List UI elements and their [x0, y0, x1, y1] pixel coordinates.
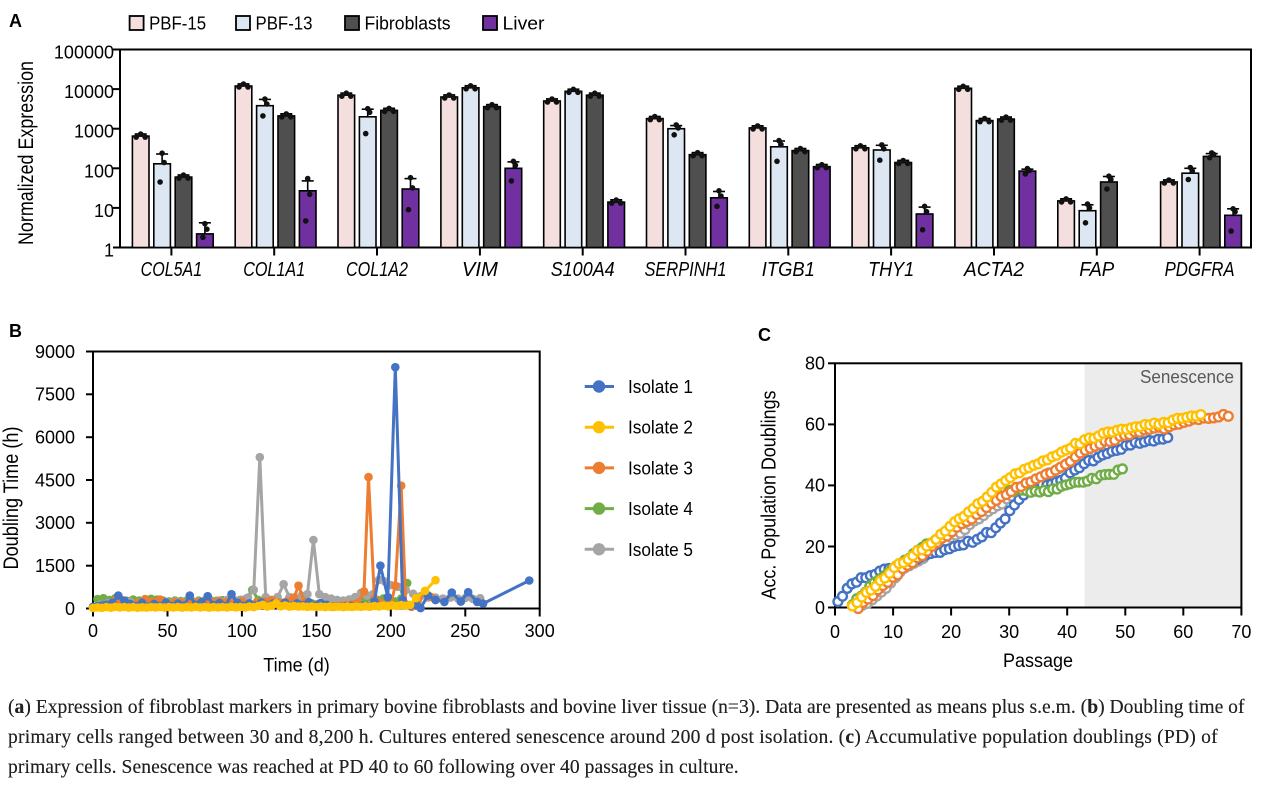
svg-text:200: 200 — [376, 621, 406, 641]
svg-text:60: 60 — [805, 415, 825, 435]
svg-text:ACTA2: ACTA2 — [963, 259, 1024, 281]
svg-text:0: 0 — [65, 599, 75, 619]
svg-text:COL5A1: COL5A1 — [141, 259, 203, 281]
svg-text:250: 250 — [450, 621, 480, 641]
svg-text:3000: 3000 — [35, 513, 75, 533]
svg-text:50: 50 — [157, 621, 177, 641]
svg-text:9000: 9000 — [35, 342, 75, 362]
svg-text:PDGFRA: PDGFRA — [1165, 259, 1235, 281]
svg-text:SERPINH1: SERPINH1 — [645, 259, 727, 281]
svg-text:1000: 1000 — [74, 122, 114, 142]
svg-text:COL1A1: COL1A1 — [243, 259, 305, 281]
svg-text:100: 100 — [227, 621, 257, 641]
svg-text:0: 0 — [815, 598, 825, 618]
svg-text:Isolate 2: Isolate 2 — [628, 418, 693, 438]
svg-text:Acc. Population Doublings: Acc. Population Doublings — [759, 391, 781, 600]
svg-text:VIM: VIM — [462, 259, 498, 281]
svg-text:0: 0 — [88, 621, 98, 641]
svg-text:40: 40 — [1057, 622, 1077, 642]
svg-text:80: 80 — [805, 354, 825, 374]
svg-text:Passage: Passage — [1003, 651, 1073, 672]
svg-text:PBF-15: PBF-15 — [149, 14, 206, 34]
svg-text:Fibroblasts: Fibroblasts — [365, 14, 451, 34]
svg-text:0: 0 — [830, 622, 840, 642]
svg-text:30: 30 — [999, 622, 1019, 642]
svg-text:300: 300 — [525, 621, 555, 641]
svg-text:FAP: FAP — [1079, 259, 1115, 281]
svg-text:20: 20 — [941, 622, 961, 642]
svg-text:10000: 10000 — [64, 82, 114, 102]
svg-text:ITGB1: ITGB1 — [762, 259, 815, 281]
svg-text:A: A — [9, 11, 22, 31]
svg-text:Isolate 3: Isolate 3 — [628, 458, 693, 478]
svg-text:S100A4: S100A4 — [551, 259, 615, 281]
svg-text:Isolate 4: Isolate 4 — [628, 499, 693, 519]
svg-text:Time (d): Time (d) — [263, 656, 330, 677]
svg-text:Normalized Expression: Normalized Expression — [15, 61, 38, 245]
svg-text:20: 20 — [805, 537, 825, 557]
svg-text:Doubling Time (h): Doubling Time (h) — [0, 427, 23, 570]
svg-text:40: 40 — [805, 476, 825, 496]
svg-text:100: 100 — [84, 161, 114, 181]
svg-text:C: C — [758, 325, 771, 345]
svg-text:PBF-13: PBF-13 — [256, 14, 313, 34]
svg-text:1500: 1500 — [35, 556, 75, 576]
svg-text:100000: 100000 — [54, 43, 114, 63]
svg-text:Isolate 1: Isolate 1 — [628, 377, 693, 397]
svg-text:THY1: THY1 — [868, 259, 914, 281]
svg-text:COL1A2: COL1A2 — [346, 259, 408, 281]
svg-text:6000: 6000 — [35, 428, 75, 448]
svg-text:50: 50 — [1115, 622, 1135, 642]
svg-text:10: 10 — [883, 622, 903, 642]
svg-text:1: 1 — [104, 241, 114, 261]
svg-text:10: 10 — [94, 201, 114, 221]
svg-text:B: B — [9, 321, 22, 341]
svg-text:7500: 7500 — [35, 385, 75, 405]
svg-text:60: 60 — [1173, 622, 1193, 642]
svg-text:Senescence: Senescence — [1140, 367, 1234, 387]
svg-text:Isolate 5: Isolate 5 — [628, 540, 693, 560]
svg-text:Liver: Liver — [503, 14, 545, 34]
svg-text:150: 150 — [301, 621, 331, 641]
svg-text:4500: 4500 — [35, 470, 75, 490]
svg-text:70: 70 — [1231, 622, 1251, 642]
